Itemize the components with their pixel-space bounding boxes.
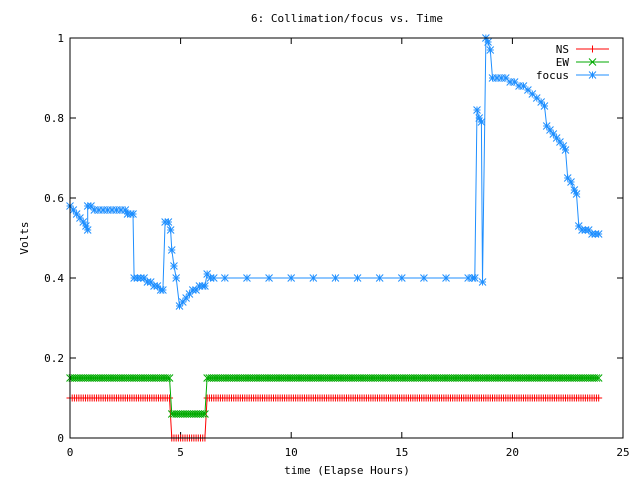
data-point-marker xyxy=(484,38,492,46)
y-axis-label: Volts xyxy=(18,221,31,254)
data-point-marker xyxy=(198,410,207,418)
x-axis-label: time (Elapse Hours) xyxy=(284,464,410,477)
y-tick-label: 0.8 xyxy=(44,112,64,125)
data-point-marker xyxy=(477,118,486,126)
data-point-marker xyxy=(470,274,479,282)
legend-label-ns: NS xyxy=(556,43,569,56)
series-line-focus xyxy=(69,36,599,308)
x-tick-label: 25 xyxy=(616,446,629,459)
data-point-marker xyxy=(528,90,537,98)
legend-label-focus: focus xyxy=(536,69,569,82)
series-layer xyxy=(66,34,603,442)
data-point-marker xyxy=(595,394,603,402)
data-point-marker xyxy=(165,374,174,382)
data-point-marker xyxy=(442,274,450,282)
data-point-marker xyxy=(129,210,137,218)
data-point-marker xyxy=(375,274,384,282)
data-point-marker xyxy=(167,246,176,254)
data-point-marker xyxy=(594,230,603,238)
chart-title: 6: Collimation/focus vs. Time xyxy=(251,12,443,25)
data-point-marker xyxy=(561,146,570,154)
data-point-marker xyxy=(353,274,362,282)
data-point-marker xyxy=(201,410,209,418)
data-point-marker xyxy=(164,218,173,226)
data-point-marker xyxy=(209,274,218,282)
data-point-marker xyxy=(331,274,340,282)
data-point-marker xyxy=(201,282,209,290)
data-point-marker xyxy=(172,274,181,282)
data-point-marker xyxy=(420,274,428,282)
data-point-marker xyxy=(592,374,601,382)
data-point-marker xyxy=(163,374,172,382)
series-ew xyxy=(66,374,603,418)
data-point-marker xyxy=(287,274,296,282)
legend-label-ew: EW xyxy=(556,56,570,69)
x-tick-label: 0 xyxy=(67,446,74,459)
series-line-ns xyxy=(70,397,599,439)
data-point-marker xyxy=(182,294,190,302)
data-point-marker xyxy=(243,274,251,282)
y-tick-label: 1 xyxy=(57,32,64,45)
data-point-marker xyxy=(83,226,92,234)
series-focus xyxy=(66,34,603,310)
y-tick-label: 0.6 xyxy=(44,192,64,205)
data-point-marker xyxy=(588,58,597,66)
data-point-marker xyxy=(265,274,273,282)
y-tick-label: 0.4 xyxy=(44,272,64,285)
data-point-marker xyxy=(153,282,162,290)
data-point-marker xyxy=(540,102,549,110)
data-point-marker xyxy=(159,286,167,294)
tick-labels: 0 5 10 15 20 25 0 0.2 0.4 0.6 0.8 1 xyxy=(44,32,630,459)
plot-frame xyxy=(69,37,624,439)
data-point-marker xyxy=(546,126,554,134)
data-point-marker xyxy=(572,190,581,198)
data-point-marker xyxy=(72,210,81,218)
y-tick-label: 0 xyxy=(57,432,64,445)
y-tick-label: 0.2 xyxy=(44,352,64,365)
data-point-marker xyxy=(220,274,229,282)
data-point-marker xyxy=(588,71,597,79)
data-point-marker xyxy=(567,178,575,186)
data-point-marker xyxy=(166,394,174,402)
data-point-marker xyxy=(589,45,596,53)
data-point-marker xyxy=(309,274,318,282)
x-tick-label: 15 xyxy=(395,446,408,459)
data-point-marker xyxy=(594,374,603,382)
data-point-marker xyxy=(473,106,481,114)
data-point-marker xyxy=(170,262,178,270)
x-tick-label: 20 xyxy=(506,446,519,459)
x-tick-label: 5 xyxy=(177,446,184,459)
data-point-marker xyxy=(478,278,487,286)
data-point-marker xyxy=(397,274,406,282)
series-ns xyxy=(66,394,603,442)
data-point-marker xyxy=(486,46,495,54)
x-tick-label: 10 xyxy=(285,446,298,459)
data-point-marker xyxy=(166,226,175,234)
